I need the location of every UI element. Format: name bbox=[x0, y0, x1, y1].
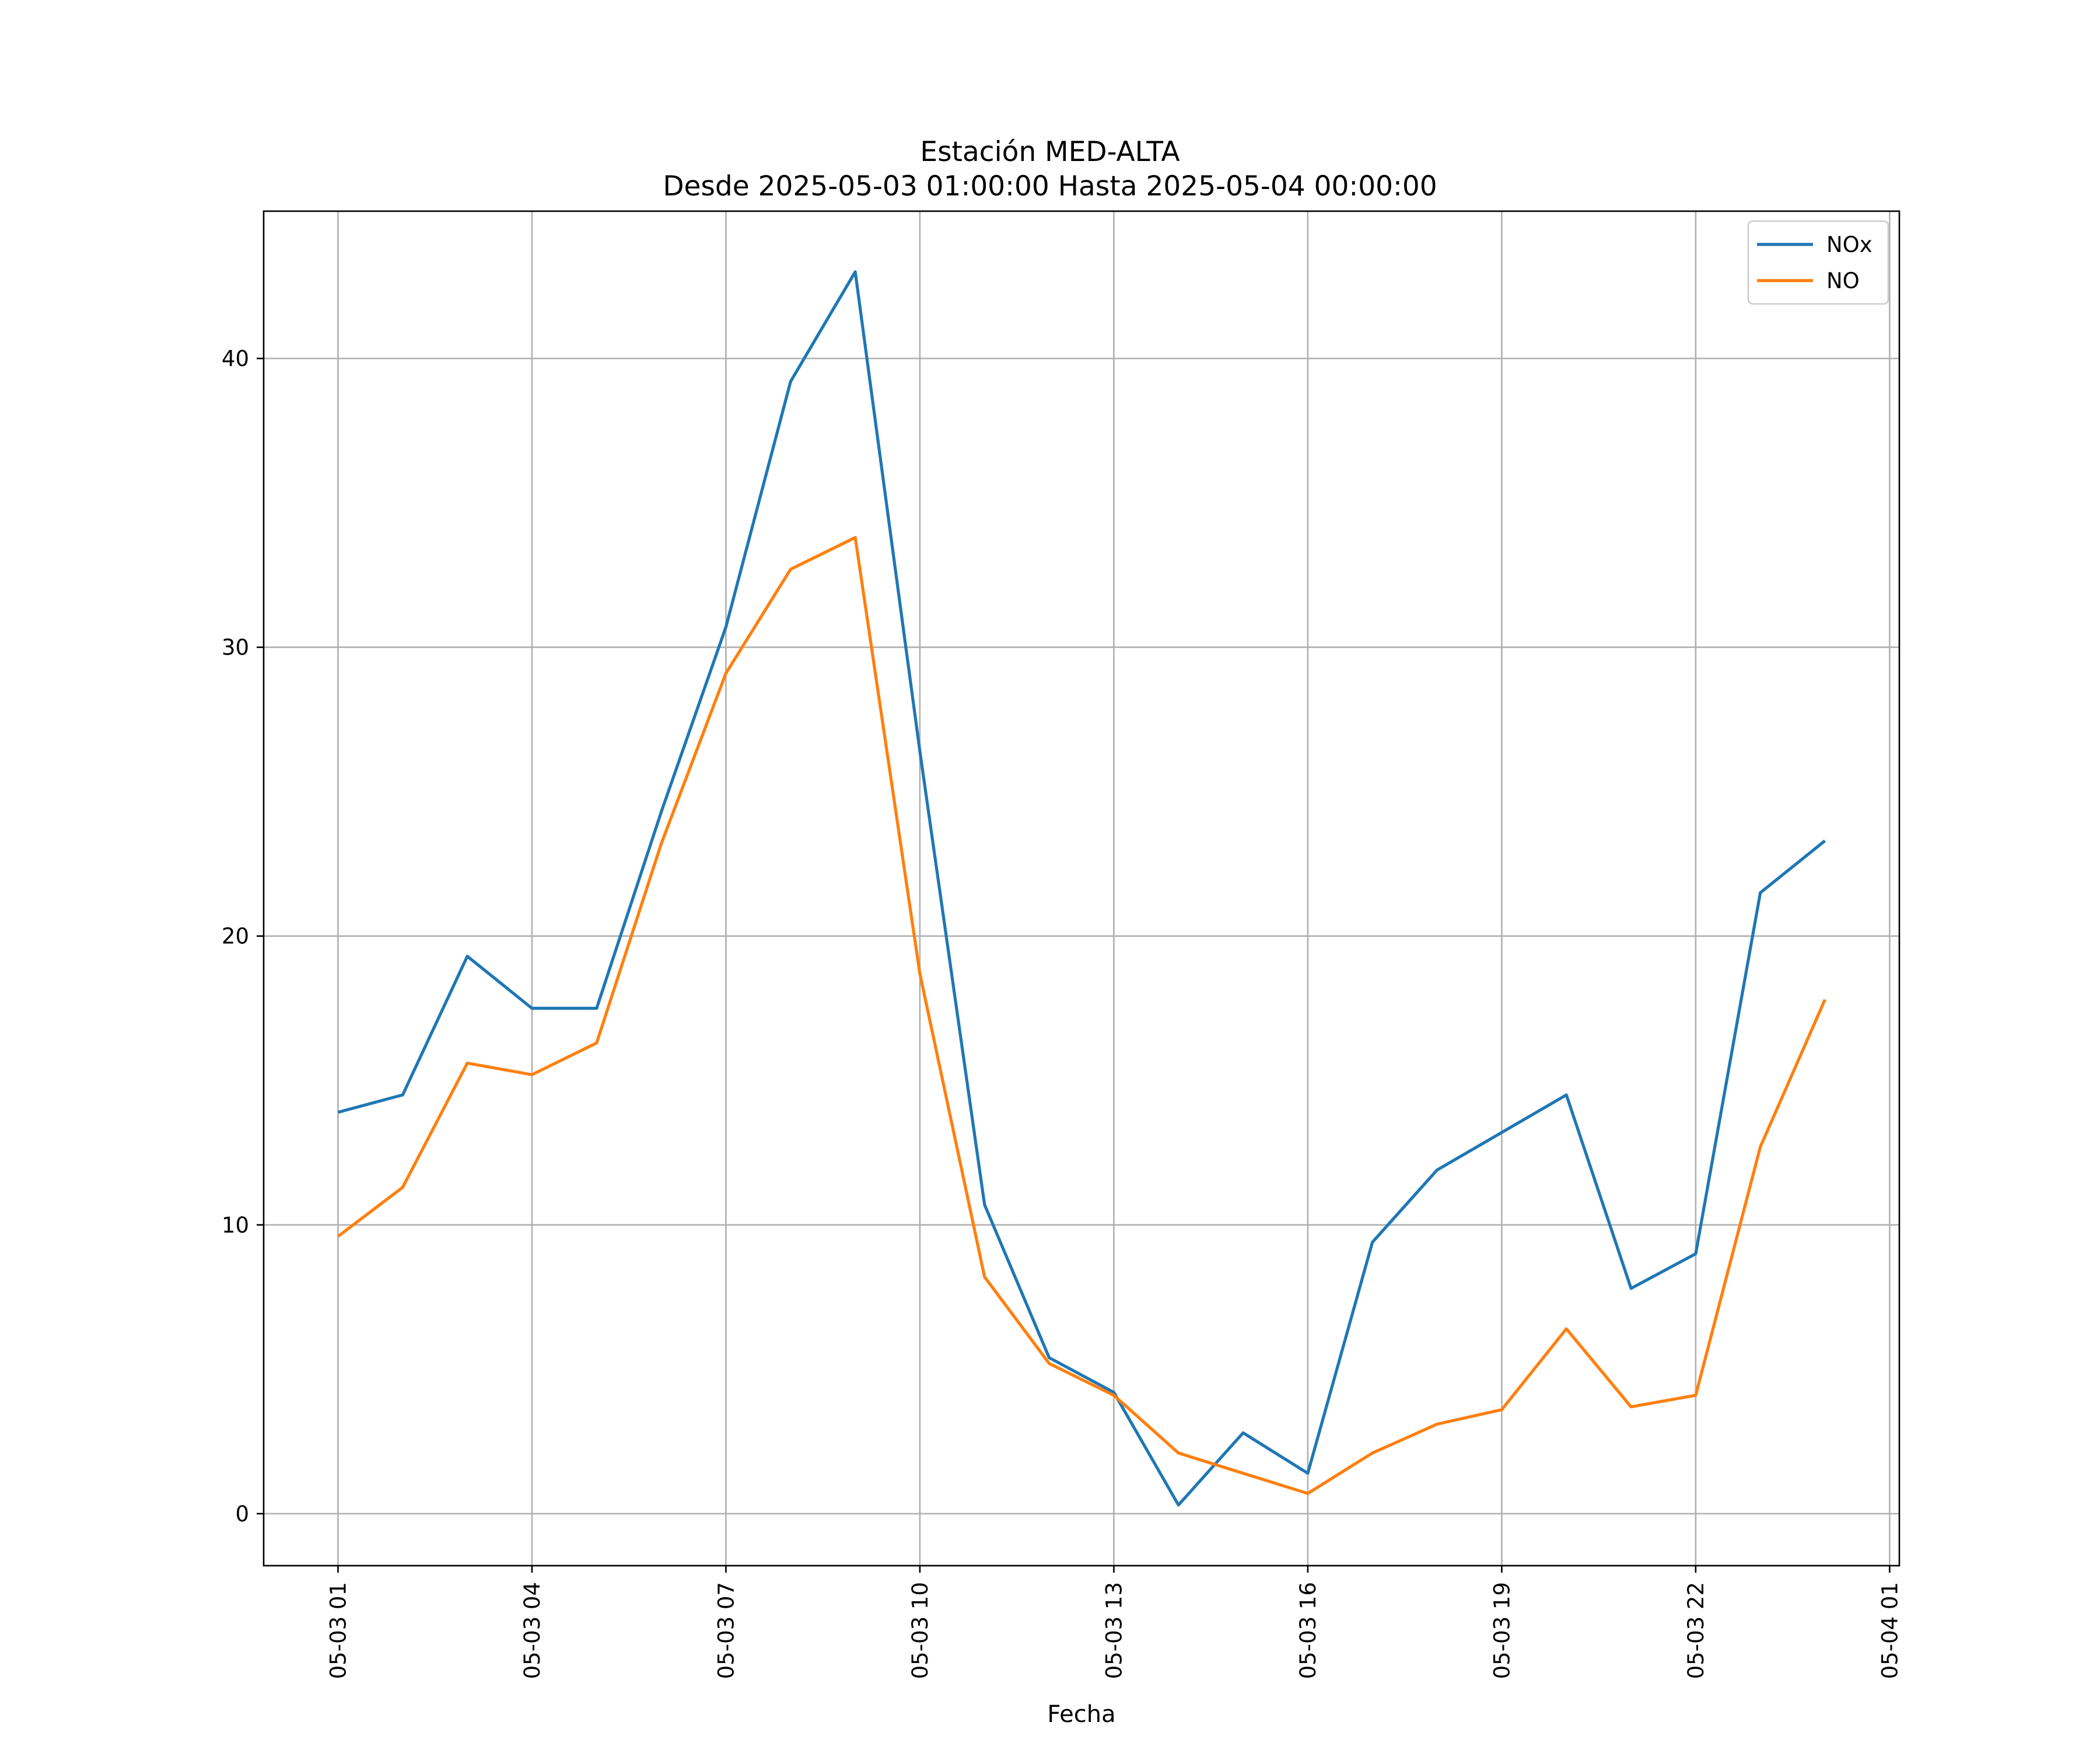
plot-frame bbox=[262, 210, 1901, 1567]
legend-label-no: NO bbox=[1826, 268, 1860, 293]
x-tick-label: 05-03 04 bbox=[520, 1582, 545, 1679]
series-lines bbox=[337, 270, 1826, 1507]
x-axis-label: Fecha bbox=[1047, 1701, 1115, 1728]
legend-label-nox: NOx bbox=[1826, 232, 1873, 257]
series-line-no bbox=[337, 536, 1826, 1495]
x-tick-label: 05-03 16 bbox=[1296, 1582, 1321, 1679]
grid bbox=[264, 211, 1899, 1566]
y-tick-label: 0 bbox=[235, 1502, 249, 1527]
axes bbox=[262, 210, 1901, 1567]
x-tick-label: 05-03 07 bbox=[713, 1582, 738, 1679]
x-tick-label: 05-03 10 bbox=[908, 1582, 933, 1679]
x-tick-label: 05-03 19 bbox=[1489, 1582, 1514, 1679]
y-tick-label: 20 bbox=[222, 924, 249, 949]
chart-title: Estación MED-ALTA bbox=[920, 136, 1180, 168]
x-axis-ticks: 05-03 01 05-03 04 05-03 07 05-03 10 05-03 13… bbox=[326, 1566, 1902, 1679]
legend-box bbox=[1747, 220, 1889, 305]
chart-subtitle: Desde 2025-05-03 01:00:00 Hasta 2025-05-… bbox=[663, 170, 1437, 202]
y-axis-ticks: 0 10 20 30 40 bbox=[222, 346, 264, 1527]
x-tick-label: 05-03 01 bbox=[326, 1582, 351, 1679]
series-line-nox bbox=[337, 270, 1826, 1507]
y-tick-label: 30 bbox=[222, 635, 249, 660]
x-tick-label: 05-03 13 bbox=[1101, 1582, 1126, 1679]
x-tick-label: 05-03 22 bbox=[1684, 1582, 1709, 1679]
x-tick-label: 05-04 01 bbox=[1877, 1582, 1902, 1679]
legend: NOx NO bbox=[1747, 220, 1889, 305]
y-tick-label: 40 bbox=[222, 346, 249, 371]
y-tick-label: 10 bbox=[222, 1213, 249, 1238]
